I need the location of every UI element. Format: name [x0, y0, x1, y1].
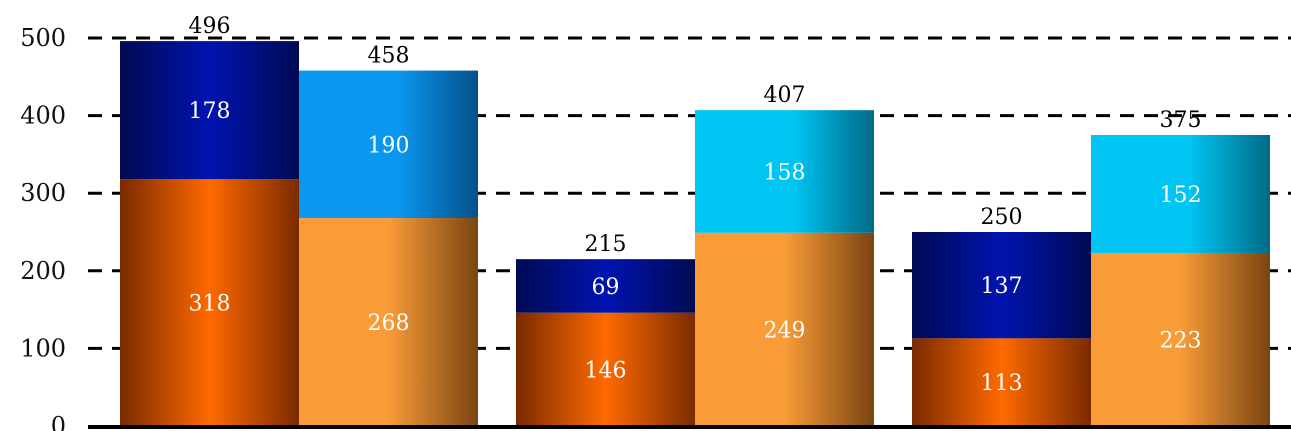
bar-segment-top [1091, 135, 1270, 253]
total-value-label: 496 [189, 14, 231, 39]
bar-segment-top [912, 232, 1091, 339]
bar-segment-bottom [1091, 252, 1270, 426]
bar-segment-top [120, 41, 299, 180]
bar-segment-bottom [912, 338, 1091, 426]
bar-segment-top [516, 259, 695, 313]
bar-segment-bottom [120, 179, 299, 426]
y-tick-label: 0 [51, 412, 66, 431]
bar-segment-bottom [516, 312, 695, 426]
bar-segment-top [299, 70, 478, 219]
bottom-value-label: 318 [189, 292, 231, 317]
bar-segment-top [695, 110, 874, 233]
top-value-label: 190 [368, 133, 410, 158]
top-value-label: 158 [764, 160, 806, 185]
bar-6: 223 152 375 [1091, 108, 1270, 426]
bar-segment-bottom [695, 232, 874, 426]
bar-2: 268 190 458 [299, 44, 478, 426]
bar-3: 146 69 215 [516, 232, 695, 426]
y-axis-labels: 0 100 200 300 400 500 [20, 24, 66, 431]
bottom-value-label: 146 [585, 358, 627, 383]
bar-5: 113 137 250 [912, 205, 1091, 426]
total-value-label: 215 [585, 232, 627, 257]
total-value-label: 375 [1160, 108, 1202, 133]
bar-4: 249 158 407 [695, 83, 874, 426]
top-value-label: 69 [592, 275, 620, 300]
y-tick-label: 200 [20, 257, 66, 285]
bar-1: 318 178 496 [120, 14, 299, 426]
bottom-value-label: 249 [764, 318, 806, 343]
bottom-value-label: 268 [368, 311, 410, 336]
y-tick-label: 300 [20, 179, 66, 207]
y-tick-label: 500 [20, 24, 66, 52]
bar-segment-bottom [299, 218, 478, 426]
total-value-label: 458 [368, 44, 410, 69]
bottom-value-label: 223 [1160, 328, 1202, 353]
y-tick-label: 400 [20, 102, 66, 130]
total-value-label: 250 [981, 205, 1023, 230]
bottom-value-label: 113 [981, 371, 1023, 396]
bars: 318 178 496 268 190 458 146 69 215 249 158 407 113 13… [120, 14, 1270, 426]
y-tick-label: 100 [20, 334, 66, 362]
top-value-label: 178 [189, 99, 231, 124]
top-value-label: 152 [1160, 183, 1202, 208]
top-value-label: 137 [981, 274, 1023, 299]
total-value-label: 407 [764, 83, 806, 108]
